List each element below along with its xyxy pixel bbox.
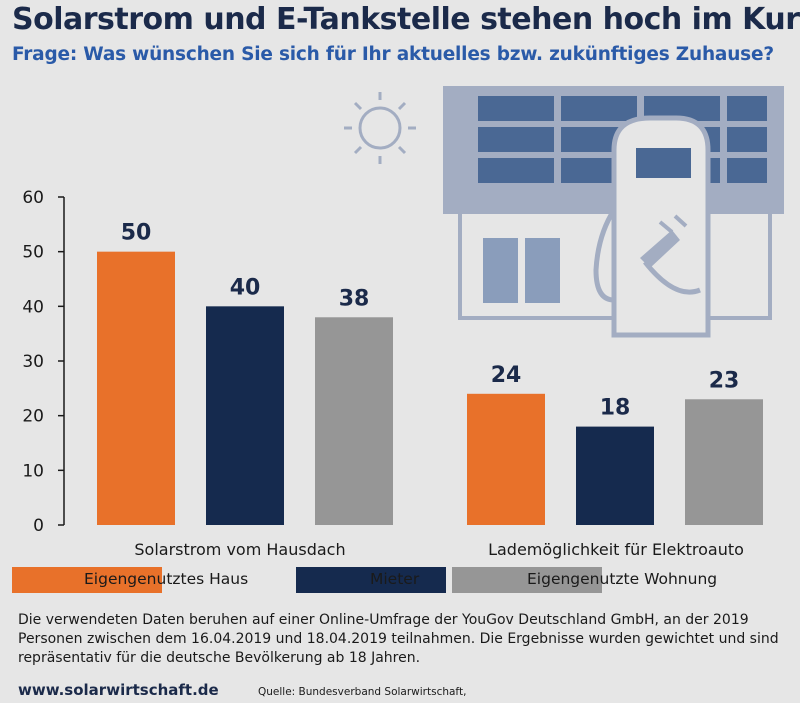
chart-subtitle: Frage: Was wünschen Sie sich für Ihr akt…: [12, 44, 774, 65]
source-note: Quelle: Bundesverband Solarwirtschaft,: [258, 686, 467, 698]
sun-icon: [344, 92, 416, 164]
y-tick-label: 20: [22, 407, 44, 427]
footnote: Die verwendeten Daten beruhen auf einer …: [18, 612, 779, 666]
legend-swatch: [12, 567, 162, 593]
bar: [206, 306, 284, 525]
plug-icon: [640, 214, 701, 295]
legend-swatch: [452, 567, 602, 593]
category-label: Solarstrom vom Hausdach: [134, 540, 345, 559]
website-link[interactable]: www.solarwirtschaft.de: [18, 681, 219, 699]
y-tick-label: 30: [22, 352, 44, 372]
charging-station-icon: [593, 115, 711, 338]
legend-label: Mieter: [370, 570, 420, 588]
y-tick-label: 10: [22, 461, 44, 481]
category-label: Lademöglichkeit für Elektroauto: [488, 540, 744, 559]
y-tick-label: 0: [33, 516, 44, 536]
data-label: 50: [121, 221, 152, 246]
data-label: 40: [230, 275, 261, 300]
data-label: 24: [491, 363, 522, 388]
y-tick-label: 50: [22, 243, 44, 263]
legend: Eigengenutztes Haus Mieter Eigengenutzte…: [12, 567, 792, 593]
data-label: 18: [600, 396, 631, 421]
bar: [467, 393, 545, 525]
y-tick-label: 40: [22, 297, 44, 317]
bar: [315, 317, 393, 525]
legend-swatch: [296, 567, 446, 593]
chart-title: Solarstrom und E-Tankstelle stehen hoch …: [12, 2, 800, 37]
y-tick-label: 60: [22, 188, 44, 208]
bar: [576, 426, 654, 525]
data-label: 38: [339, 286, 370, 311]
bar: [97, 251, 175, 525]
bar: [685, 399, 763, 525]
legend-label: Eigengenutzte Wohnung: [527, 570, 718, 588]
data-label: 23: [709, 368, 740, 393]
legend-label: Eigengenutztes Haus: [84, 570, 249, 588]
